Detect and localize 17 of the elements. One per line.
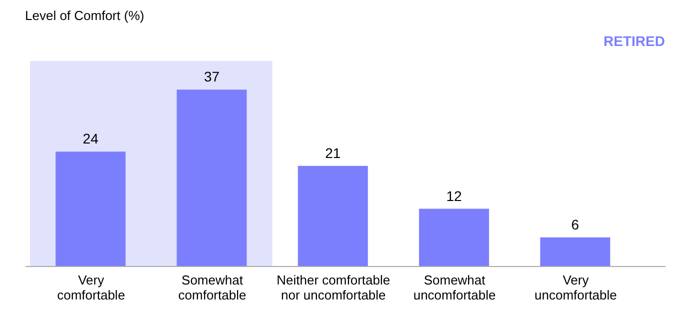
bar [298, 166, 368, 266]
bar [176, 90, 247, 266]
data-label: 37 [204, 68, 220, 85]
data-label: 21 [325, 144, 341, 161]
text: RETIRED [604, 33, 665, 49]
x-tick-label: Neither comfortable nor uncomfortable [276, 272, 390, 302]
x-tick-label: Very uncomfortable [534, 272, 617, 302]
bar [56, 152, 126, 266]
bar [540, 237, 610, 266]
data-label: 24 [82, 130, 99, 147]
x-tick-label: Somewhat comfortable [178, 272, 246, 302]
y-axis-title: Level of Comfort (%) [25, 8, 144, 23]
data-label: 12 [446, 188, 462, 204]
data-label: 6 [571, 216, 580, 232]
x-tick-label: Very comfortable [57, 272, 126, 302]
x-tick-label: Somewhat uncomfortable [413, 272, 496, 302]
bar [419, 208, 490, 266]
